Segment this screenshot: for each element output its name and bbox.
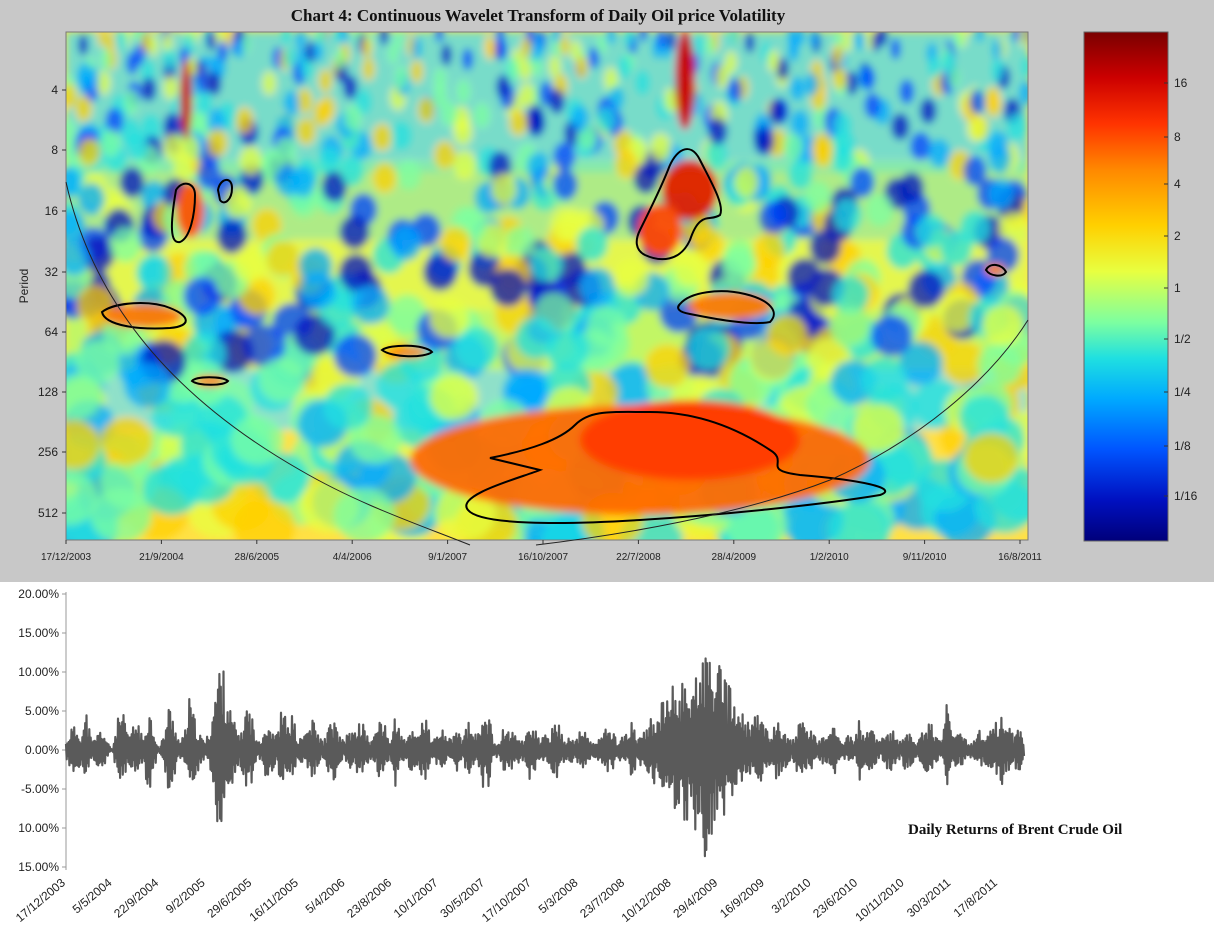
returns-chart-title: Daily Returns of Brent Crude Oil (908, 822, 1122, 838)
returns-y-tick-label: 0.00% (25, 743, 59, 757)
heatmap-y-tick-label: 64 (45, 325, 59, 339)
colorbar-tick-label: 2 (1174, 229, 1181, 243)
returns-y-tick-label: -5.00% (21, 782, 59, 796)
colorbar-tick-label: 1/2 (1174, 332, 1191, 346)
returns-x-tick-label: 30/3/2011 (904, 875, 953, 920)
colorbar-tick-label: 16 (1174, 76, 1188, 90)
significance-contour (465, 410, 887, 524)
chart-title: Chart 4: Continuous Wavelet Transform of… (290, 6, 786, 25)
heatmap-x-tick-label: 9/1/2007 (428, 552, 467, 563)
returns-y-tick-label: 15.00% (18, 860, 59, 874)
heatmap-y-tick-label: 128 (38, 385, 58, 399)
returns-y-tick-label: 10.00% (18, 665, 59, 679)
returns-line-chart: 20.00% 15.00% 10.00% 5.00% 0.00% -5.00% 10.00%… (13, 587, 1026, 925)
returns-x-tick-label: 16/11/2005 (247, 875, 302, 924)
colorbar-tick-label: 4 (1174, 177, 1181, 191)
returns-x-tick-label: 5/5/2004 (70, 875, 115, 916)
heatmap-y-tick-label: 8 (51, 143, 58, 157)
returns-y-tick-label: 5.00% (25, 704, 59, 718)
wavelet-heatmap (66, 32, 1028, 540)
heatmap-x-tick-label: 16/10/2007 (518, 552, 568, 563)
heatmap-y-tick-label: 256 (38, 445, 58, 459)
returns-y-tick-label: 20.00% (18, 587, 59, 601)
heatmap-x-ticks: 17/12/2003 21/9/2004 28/6/2005 4/4/2006 9/1/… (41, 540, 1042, 563)
heatmap-x-tick-label: 16/8/2011 (998, 552, 1042, 563)
colorbar-tick-label: 1 (1174, 281, 1181, 295)
returns-y-tick-label: 15.00% (18, 626, 59, 640)
heatmap-y-label: Period (17, 269, 31, 304)
heatmap-y-ticks: 4 8 16 32 64 128 256 512 (38, 83, 66, 520)
significance-contour (677, 290, 775, 325)
significance-contour (984, 264, 1008, 277)
returns-x-tick-label: 5/4/2006 (303, 875, 348, 916)
returns-x-tick-label: 5/3/2008 (536, 875, 581, 916)
returns-x-tick-label: 17/10/2007 (479, 875, 534, 925)
returns-x-tick-label: 10/11/2010 (852, 875, 907, 924)
heatmap-x-tick-label: 28/4/2009 (712, 552, 757, 563)
significance-contour (635, 148, 722, 261)
returns-x-tick-label: 9/2/2005 (163, 875, 208, 916)
returns-x-tick-label: 22/9/2004 (111, 875, 161, 920)
colorbar-ticks: 16 8 4 2 1 1/2 1/4 1/8 1/16 (1164, 76, 1198, 503)
heatmap-y-tick-label: 4 (51, 83, 58, 97)
significance-contour (100, 302, 187, 330)
returns-x-tick-label: 17/8/2011 (951, 875, 1000, 920)
returns-x-tick-label: 10/1/2007 (391, 875, 441, 920)
significance-contour (216, 179, 234, 204)
plot-frame (65, 31, 1029, 541)
heatmap-y-tick-label: 512 (38, 506, 58, 520)
colorbar-tick-label: 1/8 (1174, 439, 1191, 453)
cone-of-influence-line (65, 181, 1029, 546)
heatmap-x-tick-label: 9/11/2010 (903, 552, 947, 563)
heatmap-x-tick-label: 28/6/2005 (235, 552, 280, 563)
heatmap-x-tick-label: 17/12/2003 (41, 552, 91, 563)
returns-x-tick-label: 16/9/2009 (717, 875, 767, 920)
colorbar (1083, 31, 1169, 542)
returns-x-tick-label: 10/12/2008 (619, 875, 674, 925)
heatmap-x-tick-label: 22/7/2008 (616, 552, 661, 563)
heatmap-x-tick-label: 21/9/2004 (139, 552, 184, 563)
returns-x-tick-label: 17/12/2003 (13, 875, 68, 925)
returns-y-tick-label: 10.00% (18, 821, 59, 835)
heatmap-y-tick-label: 32 (45, 265, 59, 279)
significance-contour (170, 182, 197, 244)
colorbar-tick-label: 8 (1174, 130, 1181, 144)
returns-x-tick-label: 23/8/2006 (344, 875, 394, 920)
returns-x-tick-label: 29/4/2009 (670, 875, 720, 920)
returns-series-line (64, 657, 1026, 858)
heatmap-y-tick-label: 16 (45, 204, 59, 218)
colorbar-tick-label: 1/4 (1174, 385, 1191, 399)
heatmap-x-tick-label: 4/4/2006 (333, 552, 372, 563)
significance-contour (380, 344, 434, 358)
returns-x-tick-label: 3/2/2010 (769, 875, 814, 916)
heatmap-x-tick-label: 1/2/2010 (810, 552, 849, 563)
significance-contour (190, 376, 230, 386)
colorbar-tick-label: 1/16 (1174, 489, 1198, 503)
